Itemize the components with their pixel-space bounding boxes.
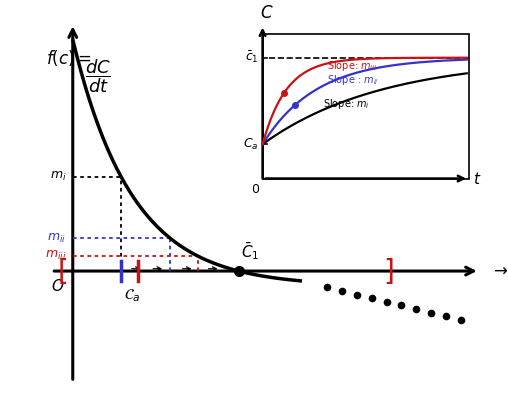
Text: $t$: $t$ — [473, 171, 482, 187]
Text: Slope : $m_{ii}$: Slope : $m_{ii}$ — [327, 73, 379, 87]
Text: $m_i$: $m_i$ — [49, 170, 66, 183]
Text: Slope: $m_i$: Slope: $m_i$ — [323, 97, 369, 111]
Text: $C_a$: $C_a$ — [243, 137, 258, 152]
Text: $\bar{C}_1$: $\bar{C}_1$ — [241, 240, 260, 262]
Text: $\rightarrow C$: $\rightarrow C$ — [490, 262, 508, 280]
Text: $\mathcal{C}_a$: $\mathcal{C}_a$ — [123, 287, 140, 304]
Text: $0$: $0$ — [251, 183, 261, 196]
Text: $m_{ii}$: $m_{ii}$ — [47, 232, 66, 245]
Text: Slope: $m_{iii}$: Slope: $m_{iii}$ — [327, 59, 377, 73]
Text: $O$: $O$ — [51, 278, 65, 294]
Text: $[$: $[$ — [57, 256, 68, 286]
Text: $\dfrac{dC}{dt}$: $\dfrac{dC}{dt}$ — [85, 58, 111, 96]
Text: $\bar{c}_1$: $\bar{c}_1$ — [244, 50, 258, 66]
Text: $f(c){=}$: $f(c){=}$ — [46, 48, 91, 68]
Bar — [263, 34, 469, 178]
Text: $C$: $C$ — [260, 4, 274, 22]
Text: $m_{iii}$: $m_{iii}$ — [45, 249, 66, 262]
Text: $]$: $]$ — [384, 256, 394, 286]
